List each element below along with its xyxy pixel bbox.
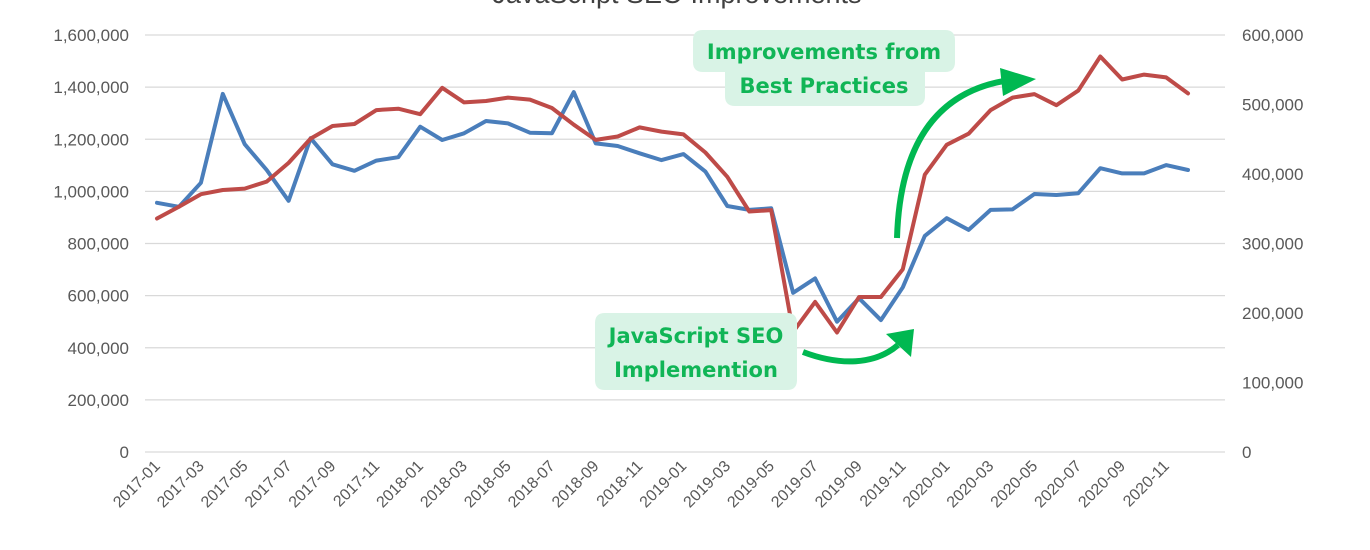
chart-title: JavaScript SEO Improvements (492, 0, 861, 9)
left-axis-tick-label: 1,600,000 (53, 26, 129, 45)
annotation-line: Improvements from (707, 40, 941, 64)
x-axis-tick-label: 2019-11 (857, 458, 910, 511)
annotation-line: Best Practices (740, 74, 909, 98)
series-line-left-axis (155, 90, 1190, 324)
x-axis-tick-label: 2017-03 (154, 458, 208, 512)
left-axis-tick-label: 800,000 (68, 235, 129, 254)
curved-arrow-icon (801, 342, 900, 365)
annotation-js-seo: JavaScript SEO Implemention (595, 313, 914, 390)
right-axis-tick-label: 600,000 (1242, 26, 1303, 45)
gridlines (145, 34, 1225, 453)
x-axis-tick-label: 2017-11 (330, 458, 383, 511)
x-axis-tick-label: 2017-07 (242, 458, 296, 512)
series-lines (155, 54, 1190, 335)
x-axis-tick-label: 2020-09 (1075, 458, 1129, 512)
x-axis-tick-label: 2017-05 (198, 458, 252, 512)
x-axis-tick-label: 2018-09 (549, 458, 603, 512)
x-axis-tick-label: 2020-01 (900, 458, 954, 512)
right-axis-tick-label: 200,000 (1242, 304, 1303, 323)
x-axis-tick-label: 2020-03 (944, 458, 998, 512)
right-axis-tick-label: 400,000 (1242, 165, 1303, 184)
annotation-box (693, 30, 955, 106)
x-axis-tick-label: 2019-05 (724, 458, 778, 512)
right-axis-tick-label: 100,000 (1242, 374, 1303, 393)
right-axis-tick-label: 300,000 (1242, 235, 1303, 254)
annotation-line: Implemention (614, 358, 778, 382)
x-axis-tick-label: 2018-11 (594, 458, 647, 511)
left-axis-tick-label: 0 (120, 443, 129, 462)
x-axis-tick-label: 2018-07 (505, 458, 559, 512)
x-axis-tick-label: 2020-07 (1032, 458, 1086, 512)
x-axis-tick-label: 2017-09 (286, 458, 340, 512)
right-axis-tick-label: 0 (1242, 443, 1251, 462)
x-axis-tick-label: 2020-11 (1120, 458, 1173, 511)
x-axis-tick-label: 2019-03 (681, 458, 735, 512)
left-axis-tick-label: 1,000,000 (53, 182, 129, 201)
series-line-right-axis (155, 54, 1190, 335)
x-axis-tick-label: 2019-01 (637, 458, 691, 512)
left-axis-tick-label: 400,000 (68, 339, 129, 358)
annotation-line: JavaScript SEO (607, 324, 784, 348)
x-axis-tick-label: 2020-05 (988, 458, 1042, 512)
arrowhead-icon (886, 329, 914, 357)
right-axis-ticks: 0 100,000 200,000 300,000 400,000 500,000 600,… (1242, 26, 1303, 462)
x-axis-tick-label: 2018-05 (461, 458, 515, 512)
left-axis-tick-label: 1,400,000 (53, 78, 129, 97)
left-axis-tick-label: 200,000 (68, 391, 129, 410)
left-axis-tick-label: 600,000 (68, 287, 129, 306)
curved-arrow-icon (894, 77, 1011, 239)
x-axis-tick-label: 2018-01 (374, 458, 428, 512)
x-axis-tick-label: 2019-09 (812, 458, 866, 512)
x-axis-tick-label: 2018-03 (417, 458, 471, 512)
right-axis-tick-label: 500,000 (1242, 96, 1303, 115)
x-axis-tick-label: 2017-01 (110, 458, 164, 512)
left-axis-ticks: 0 200,000 400,000 600,000 800,000 1,000,000 1,… (53, 26, 129, 462)
arrowhead-icon (1000, 68, 1036, 96)
x-axis-ticks: 2017-012017-032017-052017-072017-092017-… (110, 458, 1173, 512)
annotation-best-practices: Improvements from Best Practices (693, 30, 1036, 239)
annotation-box (595, 313, 797, 390)
x-axis-tick-label: 2019-07 (768, 458, 822, 512)
left-axis-tick-label: 1,200,000 (53, 130, 129, 149)
